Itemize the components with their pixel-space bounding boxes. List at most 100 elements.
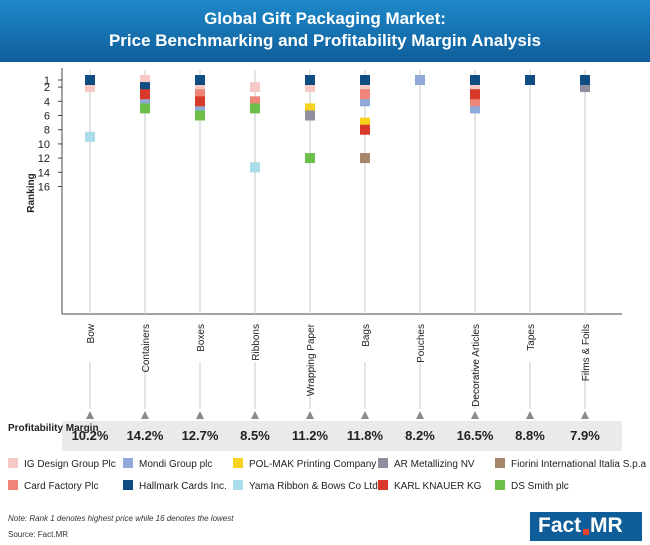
category-label: Pouches (416, 324, 427, 363)
legend-item: Mondi Group plc (123, 458, 212, 470)
header-banner: Global Gift Packaging Market: Price Benc… (0, 0, 650, 62)
chart-title-line1: Global Gift Packaging Market: (204, 9, 446, 28)
legend-swatch (233, 480, 243, 490)
legend-label: Hallmark Cards Inc. (139, 481, 227, 492)
marker-card-factory-plc-ribbons (250, 96, 260, 107)
marker-hallmark-cards-inc--boxes (195, 75, 205, 85)
legend-item: POL-MAK Printing Company (233, 458, 376, 470)
legend-label: POL-MAK Printing Company (249, 459, 377, 470)
marker-ig-design-group-plc-wrapping-paper (305, 82, 315, 93)
legend-item: AR Metallizing NV (378, 458, 475, 470)
category-label: Bow (86, 323, 97, 343)
legend-item: Hallmark Cards Inc. (123, 480, 227, 492)
category-label: Ribbons (251, 324, 262, 361)
legend-item: DS Smith plc (495, 480, 569, 492)
category-arrow (306, 411, 314, 419)
legend-label: AR Metallizing NV (394, 459, 475, 470)
marker-hallmark-cards-inc--films-foils (580, 75, 590, 85)
y-tick-label: 8 (44, 125, 50, 137)
marker-yama-ribbon-bows-co-ltd-bow (85, 131, 95, 142)
marker-pol-mak-printing-company-wrapping-paper (305, 103, 315, 114)
category-arrow (141, 411, 149, 419)
category-arrow (196, 411, 204, 419)
logo-text-fact: Fact (538, 514, 582, 537)
profitability-margin-value: 16.5% (456, 428, 494, 443)
marker-karl-knauer-kg-decorative-articles (470, 89, 480, 100)
category-label: Films & Foils (581, 324, 592, 381)
y-axis-label: Ranking (26, 173, 37, 212)
source-text: Source: Fact.MR (8, 530, 69, 539)
footnote: Note: Rank 1 denotes highest price while… (8, 514, 234, 523)
marker-card-factory-plc-bags (360, 89, 370, 100)
legend-swatch (495, 458, 505, 468)
profitability-margin-value: 11.8% (346, 428, 384, 443)
marker-ds-smith-plc-containers (140, 103, 150, 114)
legend-label: DS Smith plc (511, 481, 569, 492)
legend-item: Yama Ribbon & Bows Co Ltd (233, 480, 378, 492)
marker-ds-smith-plc-ribbons (250, 103, 260, 114)
y-tick-label: 14 (38, 167, 50, 179)
legend-label: IG Design Group Plc (24, 459, 116, 470)
legend-swatch (233, 458, 243, 468)
chart-title-line2: Price Benchmarking and Profitability Mar… (108, 31, 542, 50)
marker-hallmark-cards-inc--wrapping-paper (305, 75, 315, 85)
marker-karl-knauer-kg-containers (140, 89, 150, 100)
marker-ig-design-group-plc-bags (360, 82, 370, 93)
profitability-margin-value: 14.2% (126, 428, 164, 443)
legend-label: Card Factory Plc (24, 481, 99, 492)
y-tick-label: 6 (44, 111, 50, 123)
profitability-margin-bar (62, 421, 622, 451)
y-tick-label: 16 (38, 182, 50, 194)
marker-ig-design-group-plc-bow (85, 82, 95, 93)
legend-label: Yama Ribbon & Bows Co Ltd (249, 481, 378, 492)
marker-ig-design-group-plc-decorative-articles (470, 82, 480, 93)
category-label: Wrapping Paper (306, 323, 317, 396)
legend-item: IG Design Group Plc (8, 458, 116, 470)
category-label: Containers (141, 324, 152, 372)
marker-ds-smith-plc-wrapping-paper (305, 153, 315, 164)
y-tick-label: 4 (44, 96, 50, 108)
marker-yama-ribbon-bows-co-ltd-ribbons (250, 162, 260, 173)
legend-swatch (123, 458, 133, 468)
legend-swatch (378, 458, 388, 468)
marker-card-factory-plc-boxes (195, 89, 205, 100)
marker-hallmark-cards-inc--decorative-articles (470, 75, 480, 85)
profitability-margin-value: 10.2% (71, 428, 109, 443)
legend-swatch (123, 480, 133, 490)
legend-swatch (495, 480, 505, 490)
marker-card-factory-plc-decorative-articles (470, 96, 480, 107)
legend-item: Card Factory Plc (8, 480, 98, 492)
marker-mondi-group-plc-bags (360, 96, 370, 107)
marker-ig-design-group-plc-containers (140, 75, 150, 85)
category-arrow (86, 411, 94, 419)
profitability-margin-label: Profitability Margin (8, 423, 99, 434)
category-arrow (526, 411, 534, 419)
marker-ar-metallizing-nv-films-foils (580, 82, 590, 93)
category-label: Bags (361, 324, 372, 347)
category-arrow (416, 411, 424, 419)
profitability-margin-value: 12.7% (181, 428, 219, 443)
category-label: Decorative Articles (471, 324, 482, 407)
factmr-logo: Fact MR (530, 512, 642, 541)
marker-mondi-group-plc-boxes (195, 103, 205, 114)
legend-swatch (8, 480, 18, 490)
category-arrow (581, 411, 589, 419)
marker-hallmark-cards-inc--tapes (525, 75, 535, 85)
y-tick-label: 10 (38, 139, 50, 151)
marker-karl-knauer-kg-boxes (195, 96, 205, 107)
profitability-margin-value: 7.9% (570, 428, 600, 443)
marker-ig-design-group-plc-boxes (195, 82, 205, 93)
profitability-margin-value: 8.8% (515, 428, 545, 443)
marker-mondi-group-plc-pouches (415, 75, 425, 85)
marker-karl-knauer-kg-bags (360, 124, 370, 135)
legend-item: Fiorini International Italia S.p.a (495, 458, 646, 470)
marker-ar-metallizing-nv-wrapping-paper (305, 110, 315, 121)
marker-ds-smith-plc-boxes (195, 110, 205, 121)
category-arrow (361, 411, 369, 419)
legend-label: KARL KNAUER KG (394, 481, 482, 492)
profitability-margin-value: 8.2% (405, 428, 435, 443)
marker-hallmark-cards-inc--bags (360, 75, 370, 85)
marker-hallmark-cards-inc--containers (140, 82, 150, 93)
category-arrow (471, 411, 479, 419)
